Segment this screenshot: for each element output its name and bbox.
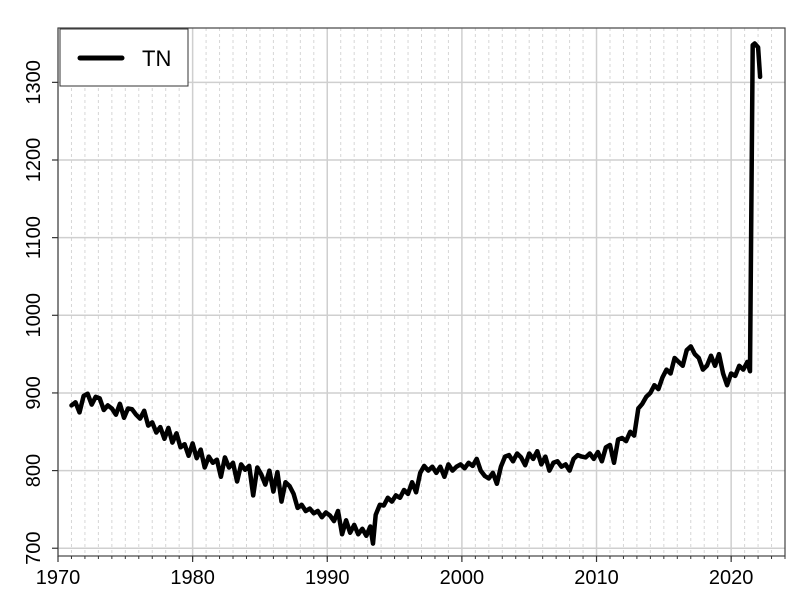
y-tick-label: 1000 <box>23 293 45 338</box>
x-tick-label: 2010 <box>574 567 619 589</box>
y-tick-label: 800 <box>23 454 45 487</box>
axes: 1970 1980 1990 2000 2010 2020 700 800 900 1000 110… <box>23 60 786 589</box>
y-tick-label: 1200 <box>23 138 45 183</box>
x-tick-label: 2000 <box>440 567 485 589</box>
legend-label-tn: TN <box>142 46 171 71</box>
series-layer <box>69 41 763 546</box>
x-tick-label: 1970 <box>36 567 81 589</box>
y-tick-label: 700 <box>23 532 45 565</box>
legend: TN <box>59 28 189 87</box>
x-tick-label: 1980 <box>170 567 215 589</box>
y-tick-label: 1300 <box>23 60 45 105</box>
series-line-tn <box>69 41 763 546</box>
x-tick-label: 2020 <box>709 567 754 589</box>
x-tick-label: 1990 <box>305 567 350 589</box>
y-tick-label: 1100 <box>23 216 45 259</box>
y-tick-label: 900 <box>23 376 45 409</box>
